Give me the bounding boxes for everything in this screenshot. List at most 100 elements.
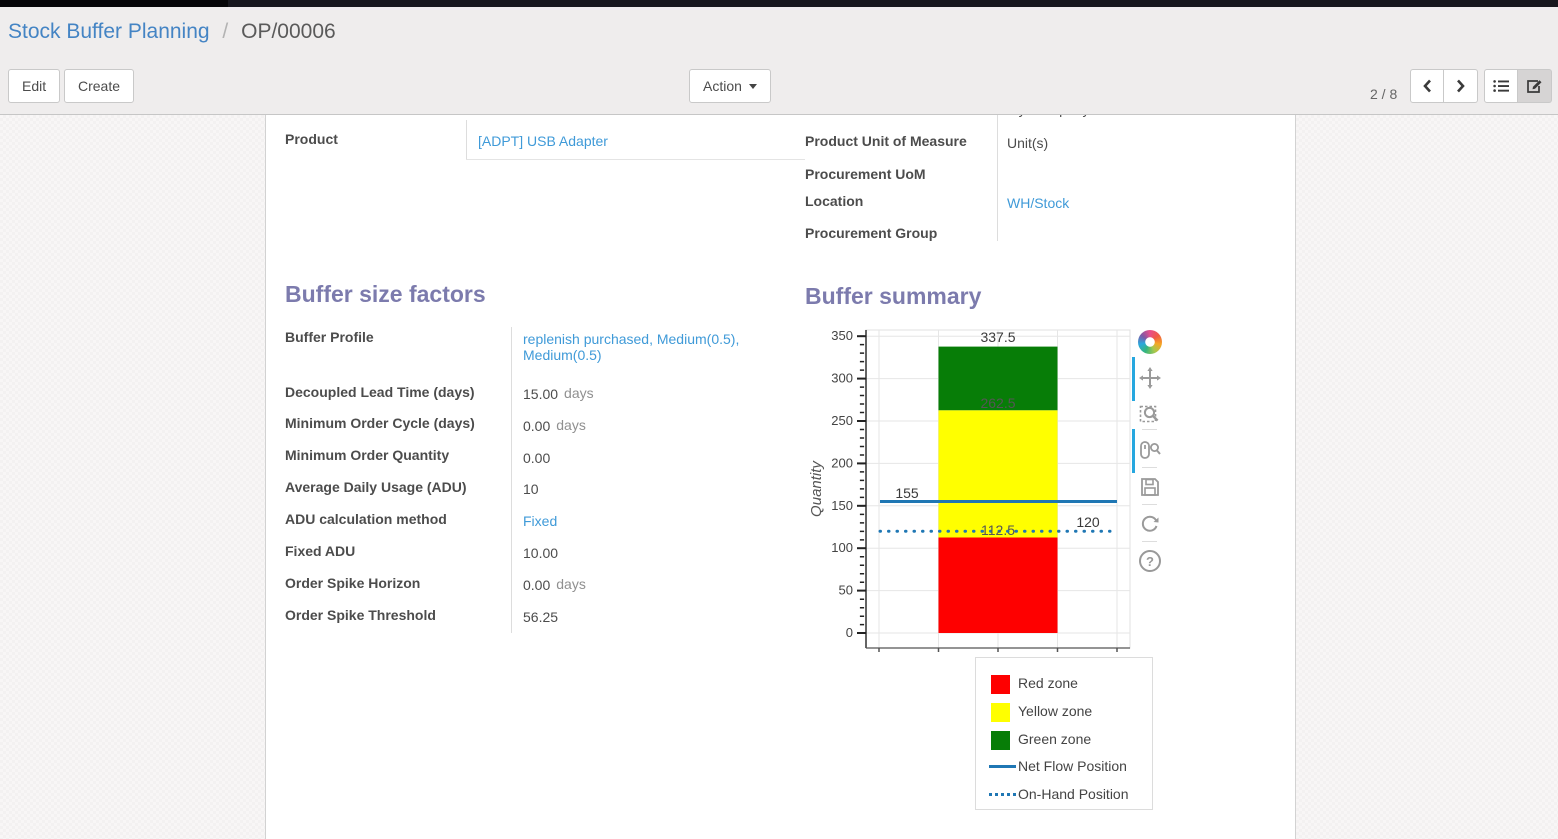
spike-horizon-value: 0.00 days (523, 576, 586, 595)
chart-toolbar: ? (1130, 327, 1166, 577)
red-zone-bar (938, 537, 1058, 633)
toolbar-separator (1142, 504, 1157, 505)
legend-label-on-hand: On-Hand Position (1018, 786, 1129, 802)
legend-label-red: Red zone (1018, 675, 1078, 691)
dlt-label: Decoupled Lead Time (days) (285, 384, 475, 400)
uom-field-value: Unit(s) (1007, 135, 1049, 151)
view-switcher (1484, 69, 1552, 103)
y-tick-labels: 0 50 100 150 200 250 300 350 (831, 328, 853, 640)
pager-buttons (1410, 69, 1478, 103)
svg-text:350: 350 (831, 328, 853, 343)
form-edit-icon (1527, 80, 1542, 93)
moc-number: 0.00 (523, 418, 551, 434)
field-cell-underline (466, 159, 805, 160)
fixed-adu-label: Fixed ADU (285, 543, 356, 559)
control-panel: Stock Buffer Planning / OP/00006 Edit Cr… (0, 7, 1558, 115)
moc-suffix: days (556, 417, 586, 433)
create-button[interactable]: Create (64, 69, 135, 103)
moq-label: Minimum Order Quantity (285, 447, 450, 463)
buffer-size-factors-title: Buffer size factors (285, 281, 486, 307)
location-field-value-link[interactable]: WH/Stock (1007, 195, 1070, 211)
product-field-value-link[interactable]: [ADPT] USB Adapter (478, 133, 608, 149)
buffer-profile-value-link[interactable]: replenish purchased, Medium(0.5), Medium… (523, 331, 773, 363)
x-axis-minor-ticks (878, 648, 1118, 652)
pager-previous-button[interactable] (1410, 69, 1444, 103)
dlt-value: 15.00 days (523, 385, 594, 404)
chart-legend: Red zone Yellow zone Green zone Net Flow… (975, 657, 1153, 810)
chevron-right-icon (1457, 79, 1465, 93)
yellow-zone-bar (938, 410, 1058, 538)
svg-text:300: 300 (831, 371, 853, 386)
box-zoom-tool-icon[interactable] (1139, 403, 1161, 425)
list-icon (1493, 80, 1509, 92)
adu-value: 10 (523, 481, 539, 497)
edit-button[interactable]: Edit (8, 69, 61, 103)
buffer-profile-line2: Medium(0.5) (523, 347, 602, 363)
pager-next-button[interactable] (1444, 69, 1478, 103)
reset-tool-icon[interactable] (1139, 513, 1161, 535)
breadcrumb-parent-link[interactable]: Stock Buffer Planning (8, 20, 210, 43)
action-label: Action (703, 78, 742, 94)
yellow-zone-swatch (991, 703, 1010, 722)
moq-value: 0.00 (523, 450, 551, 466)
buffer-profile-line1: replenish purchased, Medium(0.5), (523, 331, 740, 347)
y-axis-major-ticks (857, 335, 866, 634)
legend-label-yellow: Yellow zone (1018, 703, 1093, 719)
list-view-button[interactable] (1484, 69, 1518, 103)
adu-label: Average Daily Usage (ADU) (285, 479, 467, 495)
wheel-zoom-active-indicator (1132, 429, 1135, 473)
location-field-label: Location (805, 193, 864, 209)
form-view-button[interactable] (1518, 69, 1552, 103)
field-cell-divider (997, 115, 998, 241)
spike-horizon-number: 0.00 (523, 577, 551, 593)
caret-down-icon (748, 83, 757, 89)
svg-text:100: 100 (831, 540, 853, 555)
spike-horizon-suffix: days (556, 576, 586, 592)
form-sheet: My Company Product [ADPT] USB Adapter Pr… (265, 115, 1296, 839)
spike-horizon-label: Order Spike Horizon (285, 575, 421, 591)
form-view-background: My Company Product [ADPT] USB Adapter Pr… (0, 115, 1558, 839)
on-hand-line-swatch (989, 793, 1016, 796)
buffer-profile-label: Buffer Profile (285, 329, 374, 345)
annotation-top-of-red: 112.5 (981, 522, 1015, 538)
svg-text:250: 250 (831, 413, 853, 428)
help-glyph: ? (1146, 553, 1154, 569)
moc-label: Minimum Order Cycle (days) (285, 415, 475, 431)
pan-tool-icon[interactable] (1139, 367, 1161, 389)
chevron-left-icon (1422, 79, 1431, 93)
buffer-chart: 337.5 262.5 155 112.5 120 (808, 328, 1131, 652)
red-zone-swatch (991, 675, 1010, 694)
dlt-number: 15.00 (523, 386, 559, 402)
bokeh-logo-icon[interactable] (1138, 330, 1162, 354)
top-navbar-left-segment (0, 0, 228, 7)
adu-method-label: ADU calculation method (285, 511, 447, 527)
toolbar-separator (1142, 429, 1157, 430)
factors-column-divider (511, 327, 512, 633)
legend-label-net-flow: Net Flow Position (1018, 758, 1127, 774)
adu-method-value-link[interactable]: Fixed (523, 513, 558, 529)
toolbar-separator (1142, 541, 1157, 542)
annotation-on-hand: 120 (1076, 514, 1100, 530)
annotation-net-flow: 155 (895, 485, 919, 501)
green-zone-swatch (991, 731, 1010, 750)
y-axis-label: Quantity (808, 460, 825, 517)
breadcrumb-current: OP/00006 (241, 20, 336, 43)
save-tool-icon[interactable] (1139, 476, 1161, 498)
pager-counter: 2 / 8 (1370, 86, 1398, 102)
wheel-zoom-tool-icon[interactable] (1139, 439, 1161, 461)
procurement-group-field-label: Procurement Group (805, 225, 938, 241)
svg-text:150: 150 (831, 498, 853, 513)
product-field-label: Product (285, 131, 338, 147)
spike-threshold-label: Order Spike Threshold (285, 607, 436, 623)
field-cell-divider (466, 120, 467, 159)
svg-text:50: 50 (839, 583, 853, 598)
action-dropdown-button[interactable]: Action (689, 69, 771, 103)
toolbar-separator (1142, 467, 1157, 468)
help-tool-icon[interactable]: ? (1139, 550, 1161, 572)
procurement-uom-field-label: Procurement UoM (805, 166, 926, 182)
green-zone-bar (938, 346, 1058, 411)
dlt-suffix: days (564, 385, 594, 401)
buffer-summary-title: Buffer summary (805, 283, 982, 309)
breadcrumb-separator: / (222, 20, 229, 43)
moc-value: 0.00 days (523, 417, 586, 436)
